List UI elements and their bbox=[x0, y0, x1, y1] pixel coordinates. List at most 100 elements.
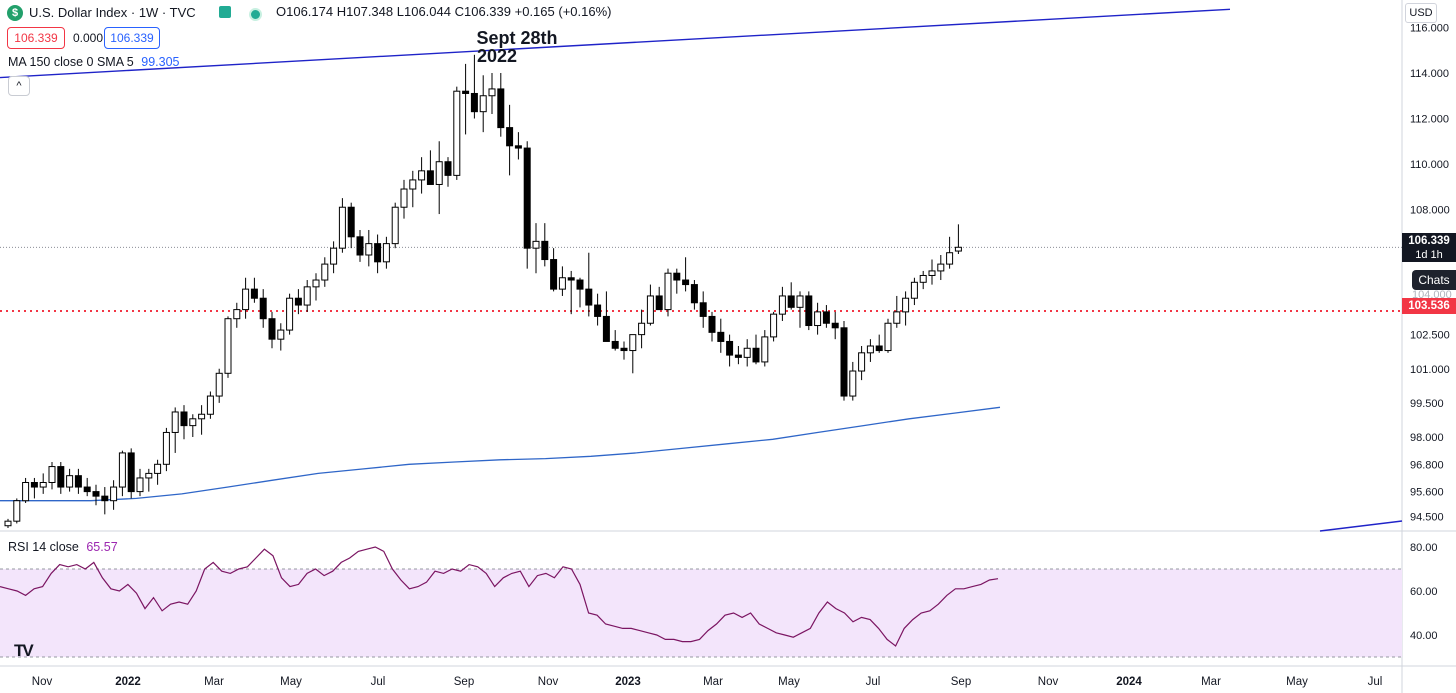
candle bbox=[250, 277, 258, 303]
rsi-tick-label: 60.00 bbox=[1410, 586, 1438, 598]
candle-body bbox=[805, 295, 813, 327]
candle-body bbox=[13, 500, 21, 522]
time-tick-label: Nov bbox=[32, 676, 53, 688]
candle bbox=[127, 448, 135, 499]
candle-body bbox=[136, 477, 144, 493]
candle bbox=[57, 462, 65, 494]
candle bbox=[787, 282, 795, 310]
candle bbox=[277, 323, 285, 351]
bar-countdown: 1d 1h bbox=[1402, 247, 1456, 262]
candle-body bbox=[875, 345, 883, 352]
candle-body bbox=[541, 240, 549, 261]
candle-body bbox=[682, 279, 690, 286]
candle bbox=[462, 63, 470, 135]
candle-body bbox=[303, 286, 311, 306]
candle-body bbox=[83, 486, 91, 493]
candle bbox=[215, 368, 223, 403]
candle bbox=[805, 291, 813, 331]
sell-price-box[interactable]: 106.339 bbox=[7, 27, 65, 49]
chats-button[interactable]: Chats bbox=[1412, 270, 1456, 290]
currency-button[interactable]: USD bbox=[1405, 3, 1437, 23]
candle bbox=[162, 427, 170, 472]
candle bbox=[814, 302, 822, 335]
candle bbox=[347, 202, 355, 249]
last-price-tag: 106.339 bbox=[1402, 233, 1456, 248]
candle bbox=[154, 459, 162, 485]
candle bbox=[259, 289, 267, 328]
candle-body bbox=[717, 331, 725, 342]
candle-body bbox=[118, 452, 126, 488]
candle-body bbox=[462, 90, 470, 94]
candle-body bbox=[506, 127, 514, 147]
candle bbox=[321, 257, 329, 287]
rsi-label: RSI 14 close bbox=[8, 540, 79, 554]
candle bbox=[338, 198, 346, 253]
ma-legend[interactable]: MA 150 close 0 SMA 5 99.305 bbox=[8, 55, 179, 69]
ohlc-readout: O106.174 H107.348 L106.044 C106.339 +0.1… bbox=[276, 4, 611, 19]
candle bbox=[849, 361, 857, 401]
candle bbox=[365, 229, 373, 267]
ohlc-change: +0.165 (+0.16%) bbox=[514, 4, 612, 19]
candle bbox=[374, 234, 382, 274]
rsi-legend[interactable]: RSI 14 close 65.57 bbox=[8, 540, 118, 554]
candle-body bbox=[356, 236, 364, 256]
candle bbox=[488, 73, 496, 114]
candle-body bbox=[277, 329, 285, 340]
ohlc-close: C106.339 bbox=[454, 4, 511, 19]
price-tick-label: 116.000 bbox=[1410, 23, 1449, 35]
candle-body bbox=[382, 243, 390, 263]
candle bbox=[858, 346, 866, 381]
candle bbox=[30, 477, 38, 499]
candle-body bbox=[611, 340, 619, 349]
candle-body bbox=[347, 206, 355, 238]
candle-body bbox=[576, 279, 584, 290]
candle-body bbox=[189, 418, 197, 427]
candle bbox=[479, 75, 487, 133]
candle-body bbox=[488, 88, 496, 97]
time-tick-label: Nov bbox=[1038, 676, 1059, 688]
rsi-tick-label: 40.00 bbox=[1410, 630, 1438, 642]
candle-body bbox=[426, 170, 434, 185]
flag-icon[interactable] bbox=[219, 6, 231, 18]
candle-body bbox=[655, 295, 663, 311]
candle bbox=[233, 302, 241, 328]
lower-trendline bbox=[1319, 520, 1403, 532]
candle bbox=[576, 277, 584, 308]
price-tick-label: 101.000 bbox=[1410, 364, 1450, 376]
candle-body bbox=[110, 486, 118, 502]
candle bbox=[268, 311, 276, 349]
candle bbox=[330, 241, 338, 274]
candle-body bbox=[646, 295, 654, 324]
candle-body bbox=[48, 466, 56, 484]
candle-body bbox=[162, 431, 170, 465]
spread-value: 0.000 bbox=[73, 31, 104, 45]
candle-body bbox=[602, 315, 610, 342]
ohlc-open: O106.174 bbox=[276, 4, 334, 19]
time-tick-label: Mar bbox=[204, 676, 224, 688]
candle-body bbox=[470, 92, 478, 113]
candle bbox=[594, 293, 602, 326]
candle-body bbox=[849, 370, 857, 397]
candle bbox=[426, 150, 434, 185]
time-tick-label: May bbox=[778, 676, 800, 688]
candle bbox=[497, 73, 505, 137]
horizontal-level-tag: 103.536 bbox=[1402, 298, 1456, 314]
tradingview-logo-icon[interactable]: TV bbox=[14, 641, 34, 660]
candle-body bbox=[321, 263, 329, 281]
candle-body bbox=[409, 179, 417, 190]
candle-body bbox=[673, 272, 681, 281]
candle-body bbox=[57, 466, 65, 488]
collapse-legend-button[interactable]: ^ bbox=[8, 76, 30, 96]
candle bbox=[171, 407, 179, 453]
buy-price-box[interactable]: 106.339 bbox=[104, 27, 160, 49]
time-tick-label: May bbox=[280, 676, 302, 688]
candle bbox=[550, 248, 558, 292]
rsi-line bbox=[0, 546, 999, 647]
candle bbox=[558, 266, 566, 296]
symbol-title[interactable]: U.S. Dollar Index · 1W · TVC bbox=[29, 5, 196, 20]
candle-body bbox=[946, 252, 954, 265]
axes: 116.000 114.000 112.000 110.000 108.000 102.5… bbox=[32, 23, 1450, 689]
candle-body bbox=[268, 318, 276, 340]
